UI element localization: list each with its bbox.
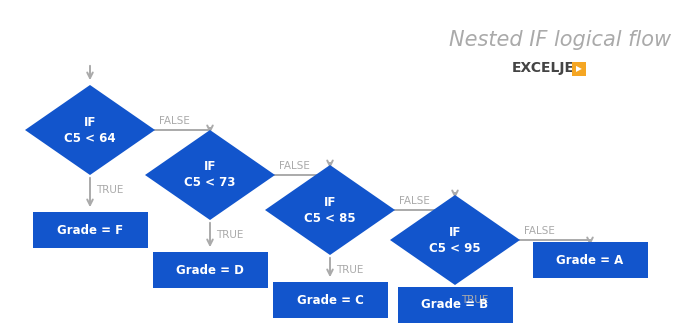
Polygon shape [145,130,275,220]
Text: ▶: ▶ [576,64,582,73]
Text: FALSE: FALSE [279,161,310,171]
Polygon shape [390,195,520,285]
Bar [272,282,388,318]
Polygon shape [25,85,155,175]
Text: TRUE: TRUE [336,265,363,275]
Text: IF
C5 < 64: IF C5 < 64 [64,115,116,145]
Bar [32,212,148,248]
Text: FALSE: FALSE [399,196,430,206]
Text: TRUE: TRUE [96,185,123,195]
Text: Grade = F: Grade = F [57,224,123,237]
Text: Grade = D: Grade = D [176,264,244,277]
Bar [533,242,648,278]
Text: IF
C5 < 73: IF C5 < 73 [184,161,236,189]
Text: Grade = C: Grade = C [297,293,363,306]
Text: TRUE: TRUE [461,295,489,305]
Text: Nested IF logical flow: Nested IF logical flow [449,30,671,50]
Text: Grade = B: Grade = B [421,298,489,311]
Text: EXCELJET: EXCELJET [512,61,584,75]
Text: IF
C5 < 85: IF C5 < 85 [304,196,356,225]
Text: Grade = A: Grade = A [556,254,624,266]
Polygon shape [265,165,395,255]
Bar [572,62,586,76]
Bar [153,252,267,288]
Text: FALSE: FALSE [524,226,555,236]
Text: IF
C5 < 95: IF C5 < 95 [429,226,481,254]
Bar [398,287,512,323]
Text: FALSE: FALSE [159,116,190,126]
Text: TRUE: TRUE [216,230,244,240]
